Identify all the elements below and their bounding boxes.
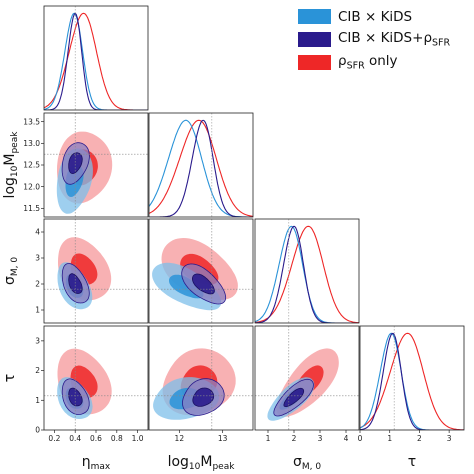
panel-sigma-vs-eta: 1 2 3 4 [35, 218, 149, 324]
panel-logM-vs-logM [148, 112, 254, 218]
panel-frame [254, 325, 360, 431]
panel-body [255, 326, 359, 430]
y-tick-label: 2 [35, 366, 40, 375]
y-tick-label: 13.0 [23, 139, 40, 148]
panel-frame [254, 218, 360, 324]
contour-1sigma-series-1 [68, 152, 83, 175]
y-tick-label: 0 [35, 426, 40, 435]
panel-body [44, 113, 148, 217]
panel-frame [43, 5, 149, 111]
y-axis-label-logM: log10Mpeak [2, 131, 20, 199]
y-tick-label: 4 [35, 228, 40, 237]
y-tick-label: 11.5 [23, 204, 40, 213]
y-tick-label: 3 [35, 336, 40, 345]
y-tick-label: 13.5 [23, 117, 40, 126]
panel-frame [359, 325, 465, 431]
y-tick-label: 2 [35, 280, 40, 289]
contour-1sigma-series-1 [68, 387, 83, 407]
marginal-curve-logM-series-2 [149, 119, 253, 217]
marginal-curve-sigma-series-1 [255, 225, 359, 323]
x-tick-label: 0.2 [48, 434, 60, 443]
panel-sigma-vs-logM [148, 218, 254, 324]
legend-item-cib-kids-rho-sfr: CIB × KiDS+ρSFR [298, 29, 470, 50]
contour-1sigma-series-1 [192, 273, 215, 295]
legend-label-cib-kids: CIB × KiDS [338, 8, 413, 25]
marginal-curve-sigma-series-2 [255, 225, 359, 323]
y-tick-label: 12.0 [23, 182, 40, 191]
panel-body [149, 326, 253, 430]
y-axis-label-sigma: σM, 0 [2, 257, 20, 285]
panel-frame [148, 112, 254, 218]
legend-label-rho-sfr-only: ρSFR only [338, 53, 398, 72]
marginal-curve-eta-series-2 [44, 12, 148, 110]
panel-frame [43, 218, 149, 324]
panel-eta-vs-eta [43, 5, 149, 111]
x-tick-label: 1 [387, 434, 392, 443]
marginal-curve-eta-series-1 [44, 12, 148, 110]
legend-item-rho-sfr-only: ρSFR only [298, 52, 470, 73]
y-tick-label: 1 [35, 306, 40, 315]
panel-body [44, 219, 148, 323]
x-tick-label: 3 [447, 434, 452, 443]
panel-tau-vs-tau: 0 1 2 3 [358, 325, 465, 443]
marginal-curve-eta-series-0 [44, 12, 148, 110]
x-axis-label-tau: τ [408, 454, 416, 470]
panel-logM-vs-eta: 11.5 12.0 12.5 13.0 13.5 [23, 112, 149, 218]
y-axis-label-tau: τ [2, 374, 18, 382]
x-tick-label: 0.4 [69, 434, 81, 443]
panel-body [44, 6, 148, 110]
panel-body [149, 113, 253, 217]
legend-swatch-cib-kids [298, 9, 331, 24]
contour-1sigma-series-1 [192, 387, 215, 407]
y-tick-label: 1 [35, 396, 40, 405]
x-axis-label-sigma: σM, 0 [293, 454, 321, 472]
x-tick-label: 2 [292, 434, 297, 443]
panel-frame [148, 218, 254, 324]
contour-1sigma-series-1 [68, 273, 83, 294]
x-axis-label-logM: log10Mpeak [168, 454, 236, 472]
x-tick-label: 12 [175, 434, 185, 443]
x-tick-label: 13 [218, 434, 228, 443]
marginal-curve-tau-series-0 [360, 332, 464, 430]
panel-body [255, 219, 359, 323]
legend: CIB × KiDS CIB × KiDS+ρSFR ρSFR only [298, 6, 470, 75]
panel-tau-vs-logM: 12 13 [148, 325, 254, 443]
x-tick-label: 4 [344, 434, 349, 443]
panel-tau-vs-sigma: 1 2 3 4 [254, 325, 360, 443]
x-tick-label: 1.0 [132, 434, 144, 443]
panel-sigma-vs-sigma [254, 218, 360, 324]
x-tick-label: 0.6 [90, 434, 102, 443]
x-axis-label-eta: ηmax [82, 454, 111, 472]
panel-tau-vs-eta: 0.2 0.4 0.6 0.8 1.0 0 1 2 3 [35, 325, 149, 443]
marginal-curve-logM-series-0 [149, 119, 253, 217]
marginal-curve-sigma-series-0 [255, 225, 359, 323]
marginal-curve-logM-series-1 [149, 119, 253, 217]
legend-swatch-cib-kids-rho-sfr [298, 32, 331, 47]
y-tick-label: 3 [35, 254, 40, 263]
panel-frame [148, 325, 254, 431]
x-tick-label: 0.8 [111, 434, 123, 443]
x-tick-label: 3 [318, 434, 323, 443]
legend-swatch-rho-sfr-only [298, 55, 331, 70]
panel-body [149, 219, 253, 323]
panel-body [44, 326, 148, 430]
x-tick-label: 1 [266, 434, 271, 443]
marginal-curve-tau-series-2 [360, 332, 464, 430]
y-tick-label: 12.5 [23, 161, 40, 170]
panel-body [360, 326, 464, 430]
legend-label-cib-kids-rho-sfr: CIB × KiDS+ρSFR [338, 30, 451, 49]
x-tick-label: 2 [417, 434, 422, 443]
x-tick-label: 0 [358, 434, 363, 443]
legend-item-cib-kids: CIB × KiDS [298, 6, 470, 27]
marginal-curve-tau-series-1 [360, 332, 464, 430]
